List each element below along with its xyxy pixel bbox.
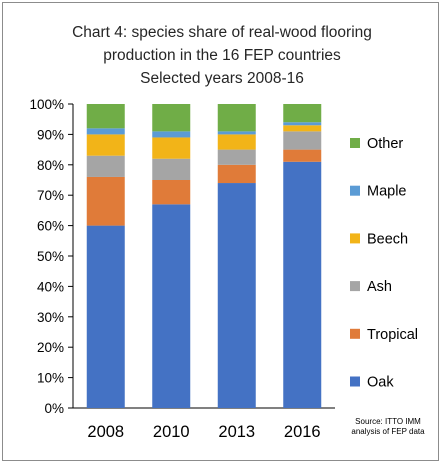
source-line-2: analysis of FEP data xyxy=(351,427,425,436)
legend-swatch-other xyxy=(350,138,360,148)
legend-label-oak: Oak xyxy=(367,375,394,391)
bar-segment-oak-2016 xyxy=(283,161,322,408)
chart: Chart 4: species share of real-wood floo… xyxy=(29,24,425,441)
bar-segment-tropical-2008 xyxy=(86,176,125,226)
bar-segment-tropical-2016 xyxy=(283,149,322,162)
y-tick-label: 60% xyxy=(37,219,64,234)
bar-segment-beech-2010 xyxy=(152,137,191,159)
legend-swatch-maple xyxy=(350,185,360,196)
y-tick-label: 90% xyxy=(37,127,64,142)
chart-title-line-2: production in the 16 FEP countries xyxy=(103,47,341,64)
y-tick-label: 20% xyxy=(37,340,64,355)
bar-segment-oak-2013 xyxy=(217,183,256,408)
legend-label-maple: Maple xyxy=(367,184,407,200)
x-axis-tick-labels: 2008 2010 2013 2016 xyxy=(87,423,320,441)
bar-segment-oak-2010 xyxy=(152,204,191,408)
bar-segment-ash-2013 xyxy=(217,149,256,165)
legend-label-other: Other xyxy=(367,136,403,152)
bar-segment-ash-2016 xyxy=(283,131,322,150)
y-tick-label: 40% xyxy=(37,279,64,294)
x-tick-label: 2016 xyxy=(284,423,321,441)
legend-swatch-tropical xyxy=(350,328,360,339)
source-note: Source: ITTO IMM analysis of FEP data xyxy=(351,417,425,436)
bar-segment-maple-2013 xyxy=(217,131,256,135)
bar-segment-tropical-2013 xyxy=(217,164,256,184)
y-tick-label: 0% xyxy=(44,401,64,416)
bar-segment-other-2008 xyxy=(86,104,125,129)
legend-label-ash: Ash xyxy=(367,279,392,295)
legend-label-beech: Beech xyxy=(367,231,408,247)
bar-segment-beech-2008 xyxy=(86,134,125,156)
y-axis-tick-labels: 0% 10% 20% 30% 40% 50% 60% 70% 80% 90% 100% xyxy=(29,97,64,416)
bar-segment-ash-2010 xyxy=(152,158,191,180)
y-tick-label: 70% xyxy=(37,188,64,203)
source-line-1: Source: ITTO IMM xyxy=(355,417,421,426)
x-tick-label: 2013 xyxy=(218,423,255,441)
chart-title: Chart 4: species share of real-wood floo… xyxy=(72,24,372,87)
y-tick-label: 80% xyxy=(37,158,64,173)
legend-label-tropical: Tropical xyxy=(367,327,418,343)
legend: Other Maple Beech Ash Tropical Oak xyxy=(350,136,418,391)
legend-swatch-beech xyxy=(350,233,360,244)
legend-swatch-ash xyxy=(350,281,360,292)
bar-segment-ash-2008 xyxy=(86,155,125,177)
bar-segment-other-2016 xyxy=(283,104,322,123)
bar-segment-oak-2008 xyxy=(86,225,125,408)
y-tick-label: 30% xyxy=(37,310,64,325)
bar-segment-other-2010 xyxy=(152,104,191,132)
bar-segment-other-2013 xyxy=(217,104,256,132)
chart-frame: Chart 4: species share of real-wood floo… xyxy=(2,2,439,461)
bars xyxy=(86,104,322,408)
y-tick-label: 10% xyxy=(37,371,64,386)
bar-segment-beech-2013 xyxy=(217,134,256,150)
bar-segment-beech-2016 xyxy=(283,125,322,132)
chart-title-line-1: Chart 4: species share of real-wood floo… xyxy=(72,24,372,41)
bar-segment-tropical-2010 xyxy=(152,180,191,205)
x-tick-label: 2008 xyxy=(87,423,124,441)
chart-title-line-3: Selected years 2008-16 xyxy=(140,70,304,87)
x-tick-label: 2010 xyxy=(153,423,190,441)
bar-segment-maple-2016 xyxy=(283,122,322,126)
bar-segment-maple-2008 xyxy=(86,128,125,135)
legend-swatch-oak xyxy=(350,376,360,387)
bar-segment-maple-2010 xyxy=(152,131,191,138)
y-tick-label: 50% xyxy=(37,249,64,264)
y-tick-label: 100% xyxy=(29,97,64,112)
